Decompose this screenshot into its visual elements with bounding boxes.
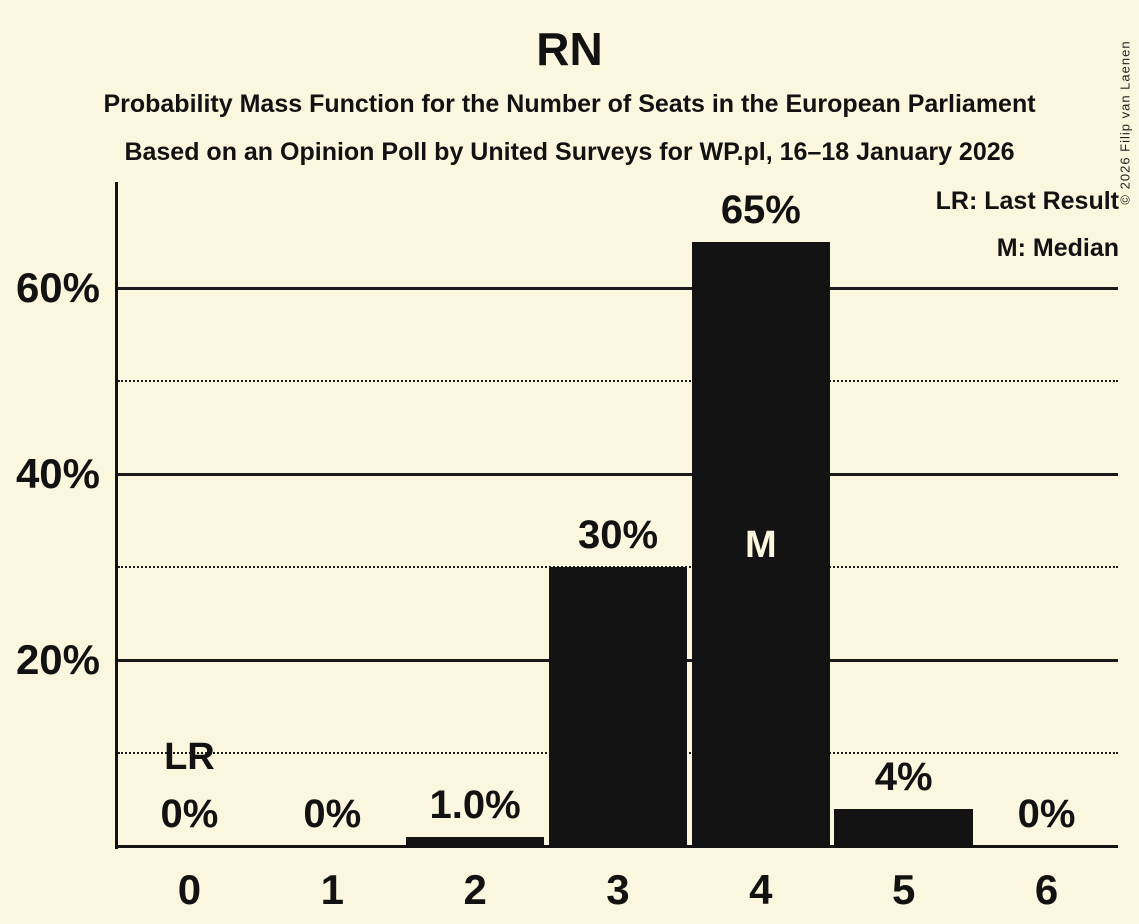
median-marker-label: M [745,524,777,566]
gridline-solid-40 [118,473,1118,476]
copyright-notice: © 2026 Filip van Laenen [1117,40,1133,205]
gridline-solid-60 [118,287,1118,290]
bar-value-label-1: 0% [303,792,362,836]
x-tick-label-1: 1 [320,866,344,913]
chart-subtitle-line2: Based on an Opinion Poll by United Surve… [124,138,1015,166]
y-tick-label-60: 60% [15,264,100,311]
gridline-dotted-50 [118,380,1118,382]
plot-area: 0% 0% 1.0% 30% 65% 4% 0% LR M [118,182,1118,846]
x-tick-label-3: 3 [606,866,630,913]
x-tick-label-6: 6 [1034,866,1059,913]
chart-subtitle-line1: Probability Mass Function for the Number… [103,90,1036,118]
bar-seats-5 [834,808,973,846]
bar-seats-3 [548,567,688,846]
chart-title: RN [536,23,603,75]
bar-value-label-6: 0% [1017,792,1076,836]
bar-value-label-4: 65% [720,187,801,232]
x-axis-line [115,845,1118,848]
last-result-marker-label: LR [164,736,215,778]
bar-value-label-5: 4% [874,754,933,799]
bar-value-label-2: 1.0% [429,782,521,827]
bar-seats-2 [405,836,545,846]
bar-value-label-0: 0% [160,792,219,836]
legend-median: M: Median [996,234,1119,262]
y-axis-line [115,182,118,849]
y-tick-label-40: 40% [15,450,100,497]
bar-value-label-3: 30% [577,513,659,557]
x-tick-label-5: 5 [892,866,916,913]
y-tick-label-20: 20% [15,636,100,683]
legend-last-result: LR: Last Result [935,187,1119,215]
x-tick-label-4: 4 [749,866,773,913]
x-tick-label-0: 0 [177,866,202,913]
x-tick-label-2: 2 [463,866,487,913]
bar-seats-4 [691,241,831,846]
